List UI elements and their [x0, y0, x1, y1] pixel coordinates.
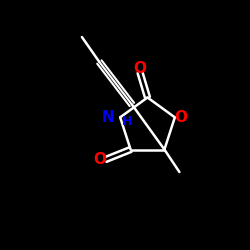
Text: H: H	[122, 114, 132, 128]
Text: O: O	[134, 61, 146, 76]
Text: N: N	[101, 110, 114, 125]
Text: O: O	[174, 110, 188, 125]
Text: O: O	[93, 152, 106, 167]
